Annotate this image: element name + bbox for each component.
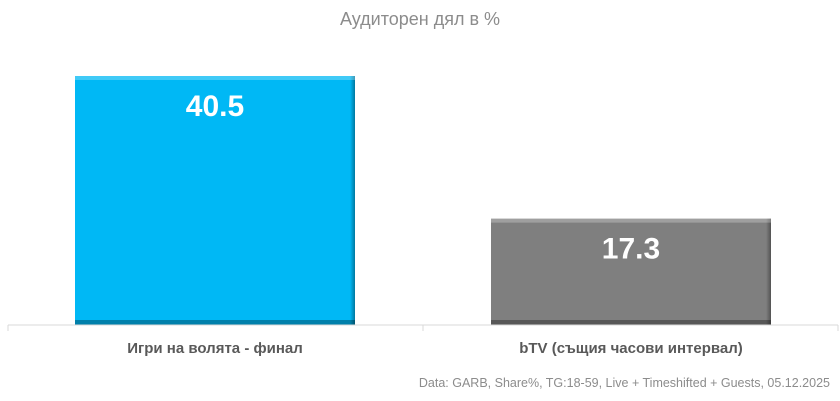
chart-title: Аудиторен дял в % (340, 9, 500, 29)
bar-group: 17.3 (491, 218, 771, 325)
bar (75, 76, 355, 325)
bar-bevel-top (491, 218, 771, 223)
category-label: bTV (същия часови интервал) (519, 340, 743, 357)
bar-bevel-right (350, 76, 355, 325)
bar-bevel-right (766, 218, 771, 325)
category-label: Игри на волята - финал (127, 340, 303, 357)
bar-bevel-top (75, 76, 355, 80)
bar-bevel-bottom (75, 320, 355, 325)
source-note: Data: GARB, Share%, TG:18-59, Live + Tim… (419, 376, 830, 390)
bar-bevel-bottom (491, 320, 771, 325)
bar (491, 218, 771, 325)
data-label: 17.3 (602, 233, 660, 266)
bar-group: 40.5 (75, 76, 355, 325)
data-label: 40.5 (186, 90, 244, 123)
